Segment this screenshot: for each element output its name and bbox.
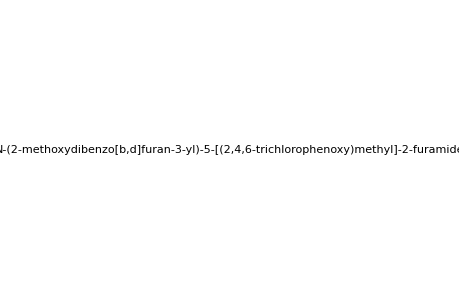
Text: N-(2-methoxydibenzo[b,d]furan-3-yl)-5-[(2,4,6-trichlorophenoxy)methyl]-2-furamid: N-(2-methoxydibenzo[b,d]furan-3-yl)-5-[(… [0,145,459,155]
